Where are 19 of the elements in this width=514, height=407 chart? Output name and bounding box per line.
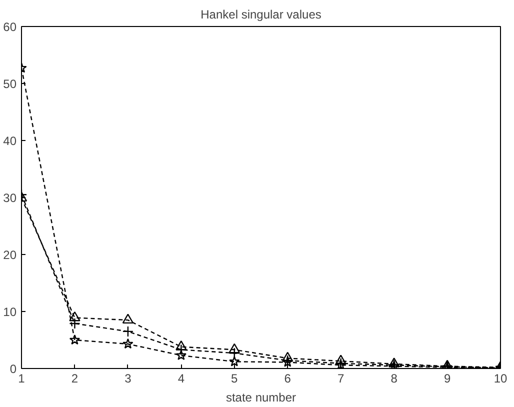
x-tick-label: 1 <box>18 372 26 386</box>
x-tick-label: 4 <box>178 372 185 386</box>
y-tick-label: 30 <box>3 191 17 205</box>
y-tick-label: 0 <box>10 362 17 376</box>
x-tick-label: 3 <box>124 372 132 386</box>
y-tick-label: 20 <box>3 248 17 262</box>
x-tick-label: 2 <box>71 372 78 386</box>
x-tick-label: 8 <box>390 372 398 386</box>
x-tick-label: 10 <box>494 372 508 386</box>
y-tick-label: 60 <box>3 20 17 34</box>
x-tick-label: 7 <box>337 372 344 386</box>
y-tick-label: 10 <box>3 305 17 319</box>
x-tick-label: 9 <box>444 372 451 386</box>
x-axis-title: state number <box>226 390 296 404</box>
chart-title: Hankel singular values <box>200 8 322 22</box>
x-tick-label: 6 <box>284 372 292 386</box>
y-tick-label: 50 <box>3 77 17 91</box>
y-tick-label: 40 <box>3 134 17 148</box>
x-tick-label: 5 <box>231 372 238 386</box>
